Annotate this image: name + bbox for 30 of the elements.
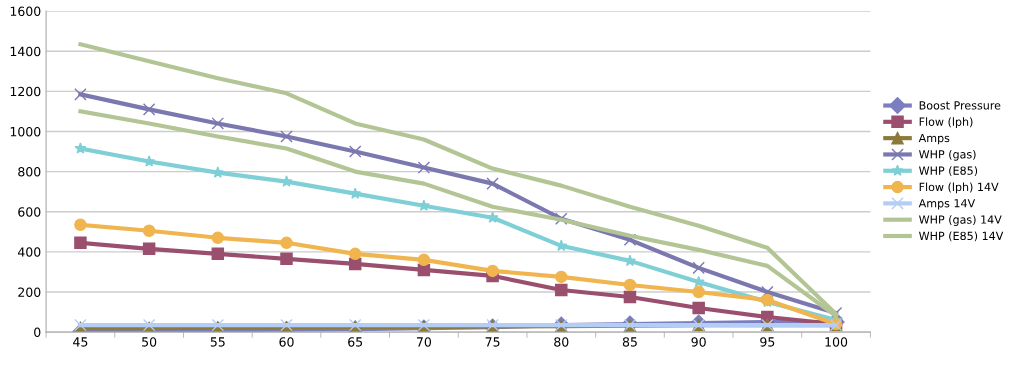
x-tick-label: 100	[825, 337, 848, 347]
y-tick-label: 800	[18, 167, 41, 177]
x-tick-label: 45	[73, 337, 88, 347]
x-tick-label: 55	[210, 337, 225, 347]
x-tick-label: 50	[142, 337, 157, 347]
legend-label: Amps	[918, 133, 950, 145]
y-tick-label: 1600	[10, 6, 41, 16]
x-tick-label: 70	[416, 337, 432, 347]
legend-label: Amps 14V	[918, 199, 976, 210]
y-tick-label: 600	[18, 207, 41, 217]
y-tick-label: 1000	[10, 126, 41, 137]
x-tick-label: 65	[348, 337, 363, 347]
x-tick-label: 80	[554, 337, 569, 347]
legend-label: Boost Pressure	[919, 101, 1001, 110]
y-tick-label: 200	[18, 287, 41, 297]
x-tick-label: 95	[760, 337, 775, 347]
legend-label: Flow (lph) 14V	[919, 182, 999, 194]
x-tick-label: 90	[691, 337, 706, 347]
legend-label: WHP (E85) 14V	[919, 231, 1004, 242]
legend-label: WHP (gas)	[919, 149, 976, 161]
legend-label: WHP (gas) 14V	[919, 215, 1002, 226]
x-tick-label: 60	[279, 337, 294, 347]
y-tick-label: 1200	[10, 86, 41, 97]
y-tick-label: 0	[34, 327, 41, 338]
legend-label: WHP (E85)	[919, 166, 978, 177]
x-tick-label: 85	[622, 337, 637, 347]
y-tick-label: 1400	[10, 46, 41, 57]
y-tick-label: 400	[17, 247, 41, 257]
x-tick-label: 75	[485, 337, 500, 347]
legend-label: Flow (lph)	[919, 117, 973, 129]
